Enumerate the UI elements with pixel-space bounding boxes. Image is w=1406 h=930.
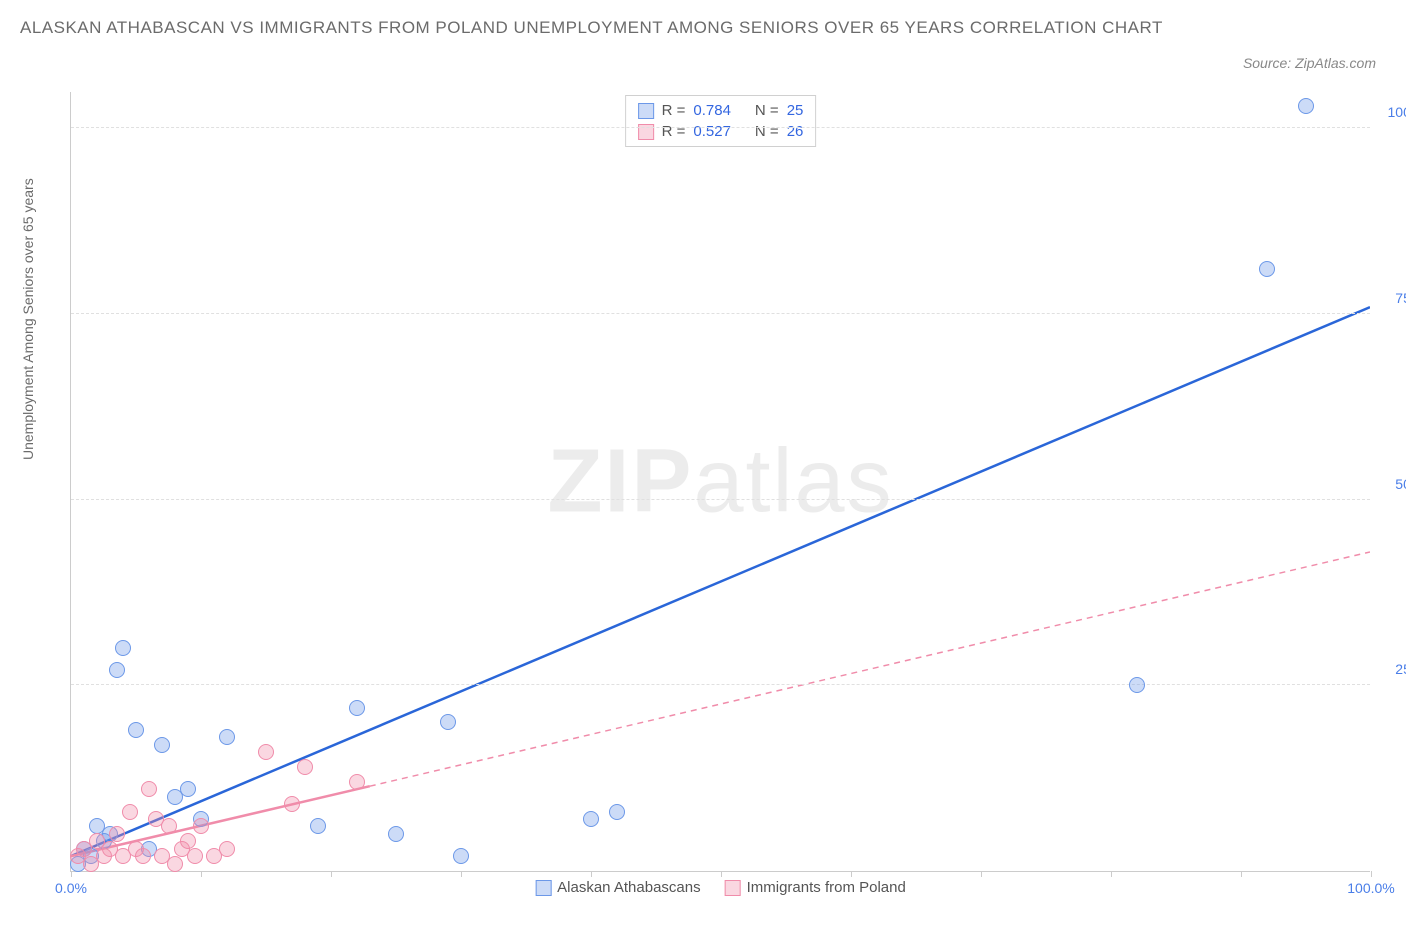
data-point bbox=[219, 729, 235, 745]
data-point bbox=[128, 722, 144, 738]
data-point bbox=[193, 818, 209, 834]
data-point bbox=[310, 818, 326, 834]
data-point bbox=[349, 700, 365, 716]
gridline bbox=[71, 127, 1370, 128]
y-axis-label: Unemployment Among Seniors over 65 years bbox=[20, 178, 36, 460]
data-point bbox=[453, 848, 469, 864]
x-tick bbox=[851, 871, 852, 877]
data-point bbox=[109, 662, 125, 678]
data-point bbox=[115, 640, 131, 656]
y-tick-label: 50.0% bbox=[1395, 476, 1406, 492]
data-point bbox=[219, 841, 235, 857]
legend-item: Immigrants from Poland bbox=[725, 879, 906, 896]
x-tick bbox=[1371, 871, 1372, 877]
data-point bbox=[609, 804, 625, 820]
data-point bbox=[1259, 261, 1275, 277]
swatch-icon bbox=[638, 103, 654, 119]
swatch-icon bbox=[638, 124, 654, 140]
data-point bbox=[167, 856, 183, 872]
x-tick bbox=[201, 871, 202, 877]
x-tick bbox=[1111, 871, 1112, 877]
legend-stats-box: R = 0.784 N = 25 R = 0.527 N = 26 bbox=[625, 95, 817, 147]
data-point bbox=[180, 781, 196, 797]
data-point bbox=[161, 818, 177, 834]
x-tick bbox=[721, 871, 722, 877]
data-point bbox=[154, 737, 170, 753]
swatch-icon bbox=[725, 880, 741, 896]
legend-row-series-2: R = 0.527 N = 26 bbox=[638, 123, 804, 140]
gridline bbox=[71, 313, 1370, 314]
source-label: Source: ZipAtlas.com bbox=[1243, 55, 1376, 71]
x-tick bbox=[71, 871, 72, 877]
x-tick bbox=[331, 871, 332, 877]
data-point bbox=[180, 833, 196, 849]
gridline bbox=[71, 684, 1370, 685]
chart-container: ALASKAN ATHABASCAN VS IMMIGRANTS FROM PO… bbox=[10, 10, 1396, 920]
legend-item: Alaskan Athabascans bbox=[535, 879, 700, 896]
data-point bbox=[122, 804, 138, 820]
data-point bbox=[109, 826, 125, 842]
data-point bbox=[388, 826, 404, 842]
x-tick bbox=[461, 871, 462, 877]
gridline bbox=[71, 499, 1370, 500]
data-point bbox=[1129, 677, 1145, 693]
data-point bbox=[349, 774, 365, 790]
data-point bbox=[141, 781, 157, 797]
x-tick bbox=[1241, 871, 1242, 877]
swatch-icon bbox=[535, 880, 551, 896]
data-point bbox=[187, 848, 203, 864]
data-point bbox=[135, 848, 151, 864]
legend-row-series-1: R = 0.784 N = 25 bbox=[638, 102, 804, 119]
chart-title: ALASKAN ATHABASCAN VS IMMIGRANTS FROM PO… bbox=[10, 10, 1396, 41]
data-point bbox=[258, 744, 274, 760]
data-point bbox=[297, 759, 313, 775]
x-tick-label: 0.0% bbox=[55, 880, 87, 896]
y-tick-label: 100.0% bbox=[1388, 104, 1406, 120]
x-tick-label: 100.0% bbox=[1347, 880, 1394, 896]
data-point bbox=[583, 811, 599, 827]
data-point bbox=[284, 796, 300, 812]
plot-area: ZIPatlas R = 0.784 N = 25 R = 0.527 N = … bbox=[70, 92, 1370, 872]
y-tick-label: 75.0% bbox=[1395, 290, 1406, 306]
watermark: ZIPatlas bbox=[547, 430, 893, 533]
y-tick-label: 25.0% bbox=[1395, 661, 1406, 677]
data-point bbox=[1298, 98, 1314, 114]
bottom-legend: Alaskan Athabascans Immigrants from Pola… bbox=[535, 879, 906, 896]
data-point bbox=[440, 714, 456, 730]
x-tick bbox=[981, 871, 982, 877]
x-tick bbox=[591, 871, 592, 877]
